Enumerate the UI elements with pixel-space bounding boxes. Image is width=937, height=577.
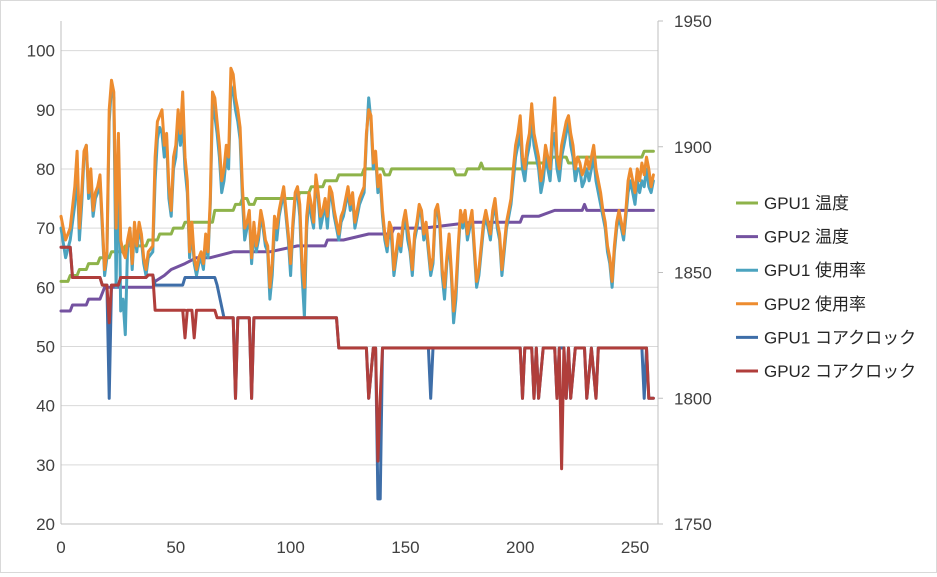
y-left-tick-label: 80 xyxy=(36,160,55,179)
y-left-tick-label: 40 xyxy=(36,397,55,416)
legend-label-3: GPU1 使用率 xyxy=(764,260,866,280)
y-left-tick-label: 30 xyxy=(36,456,55,475)
series-layer xyxy=(59,66,655,501)
x-tick-label: 0 xyxy=(56,538,65,557)
legend-label-6: GPU2 コアクロック xyxy=(764,362,916,381)
y-left-tick-label: 60 xyxy=(36,278,55,297)
y-right-tick-label: 1750 xyxy=(674,515,712,534)
series-line-4 xyxy=(59,66,655,313)
legend-label-5: GPU1 コアクロック xyxy=(764,328,916,347)
y-left-tick-label: 20 xyxy=(36,515,55,534)
y-right-tick-label: 1950 xyxy=(674,12,712,31)
y-right-tick-label: 1900 xyxy=(674,138,712,157)
x-tick-label: 100 xyxy=(276,538,304,557)
legend: GPU1 温度 GPU2 温度 GPU1 使用率 GPU2 使用率 GPU1 コアクロッ… xyxy=(736,194,916,381)
y-right-tick-label: 1850 xyxy=(674,264,712,283)
x-tick-label: 200 xyxy=(506,538,534,557)
y-right-tick-label: 1800 xyxy=(674,389,712,408)
legend-label-1: GPU1 温度 xyxy=(764,194,849,213)
y-left-tick-label: 50 xyxy=(36,337,55,356)
x-axis-ticks: 0 50 100 150 200 250 xyxy=(56,538,649,557)
legend-label-2: GPU2 温度 xyxy=(764,228,849,247)
gridlines xyxy=(61,50,658,466)
series-line-6 xyxy=(59,245,655,471)
y-axis-right-ticks: 1750 1800 1850 1900 1950 xyxy=(658,12,712,534)
y-left-tick-label: 100 xyxy=(27,42,55,61)
x-tick-label: 150 xyxy=(391,538,419,557)
x-tick-label: 250 xyxy=(621,538,649,557)
x-tick-label: 50 xyxy=(166,538,185,557)
y-left-tick-label: 70 xyxy=(36,219,55,238)
y-left-tick-label: 90 xyxy=(36,101,55,120)
legend-label-4: GPU2 使用率 xyxy=(764,294,866,314)
axes xyxy=(60,21,659,525)
y-axis-left-ticks: 20 30 40 50 60 70 80 90 100 xyxy=(27,42,55,534)
